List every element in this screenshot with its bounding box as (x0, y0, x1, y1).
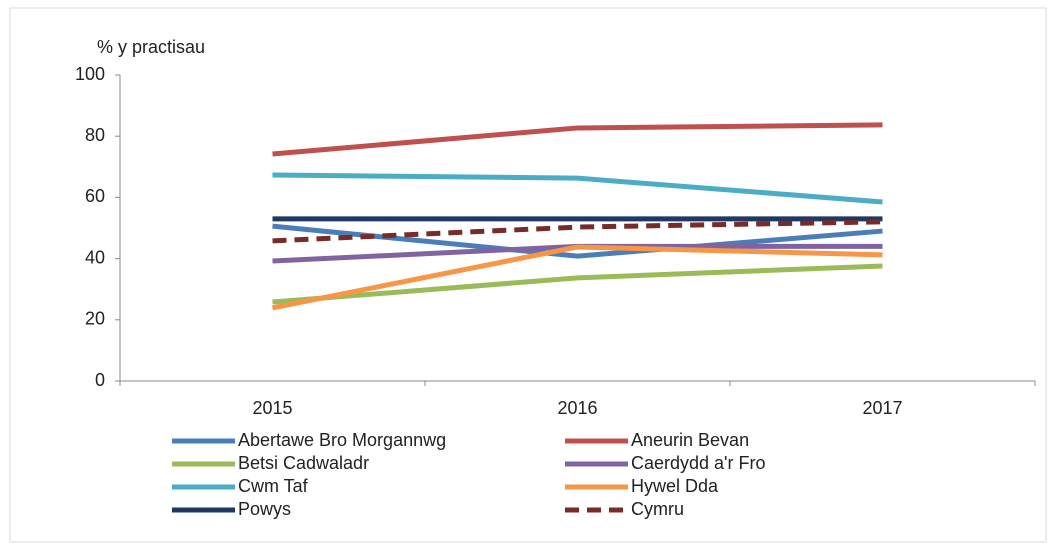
x-tick-label: 2015 (252, 398, 292, 418)
y-tick-label: 40 (85, 247, 105, 267)
y-tick-label: 0 (95, 370, 105, 390)
series-line (272, 172, 883, 205)
legend-label: Powys (238, 499, 291, 519)
series-line (272, 244, 883, 311)
x-tick-label: 2016 (557, 398, 597, 418)
legend-label: Cymru (631, 499, 684, 519)
y-tick-label: 80 (85, 125, 105, 145)
series-line (272, 122, 883, 157)
chart-border (9, 7, 1047, 543)
series-line (272, 219, 883, 244)
legend-label: Hywel Dda (631, 476, 719, 496)
legend-label: Betsi Cadwaladr (238, 453, 369, 473)
legend-label: Cwm Taf (238, 476, 309, 496)
legend-label: Caerdydd a'r Fro (631, 453, 766, 473)
y-axis-label: % y practisau (97, 37, 205, 57)
y-tick-label: 20 (85, 309, 105, 329)
y-tick-label: 100 (75, 64, 105, 84)
x-tick-label: 2017 (862, 398, 902, 418)
legend-label: Aneurin Bevan (631, 430, 749, 450)
series-line (272, 263, 883, 305)
legend-label: Abertawe Bro Morgannwg (238, 430, 446, 450)
y-tick-label: 60 (85, 186, 105, 206)
